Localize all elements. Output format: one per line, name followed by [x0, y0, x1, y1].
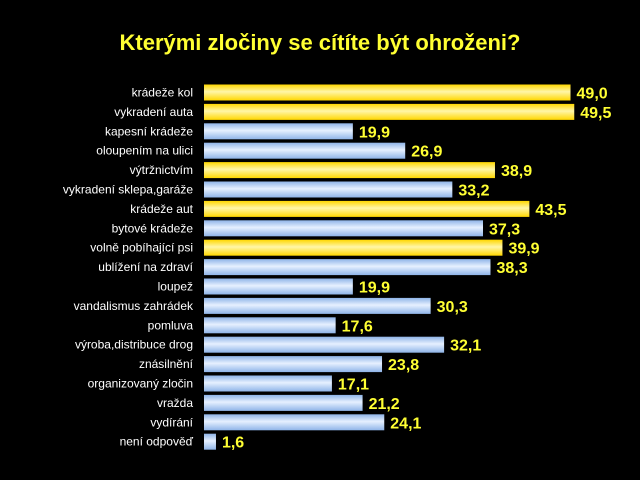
bars — [204, 84, 575, 450]
bar — [204, 414, 385, 431]
category-label: krádeže aut — [130, 202, 193, 216]
value-label: 33,2 — [458, 183, 489, 200]
bar-highlighted — [204, 103, 575, 120]
bar-highlighted — [204, 239, 503, 256]
bar — [204, 259, 491, 276]
category-label: oloupením na ulici — [96, 144, 193, 158]
category-label: vražda — [157, 396, 193, 410]
value-label: 26,9 — [411, 144, 442, 161]
category-label: vykradení sklepa,garáže — [63, 183, 193, 197]
value-label: 38,9 — [501, 163, 532, 180]
bar — [204, 278, 353, 295]
value-label: 23,8 — [388, 357, 419, 374]
bar — [204, 433, 216, 450]
category-label: krádeže kol — [132, 86, 193, 100]
chart-title: Kterými zločiny se cítíte být ohroženi? — [119, 30, 521, 55]
bar — [204, 356, 383, 373]
value-label: 32,1 — [450, 338, 481, 355]
value-label: 17,6 — [342, 318, 373, 335]
value-label: 38,3 — [496, 260, 527, 277]
bar — [204, 394, 363, 411]
value-label: 1,6 — [222, 435, 244, 452]
category-label: ublížení na zdraví — [98, 260, 193, 274]
category-label: vykradení auta — [114, 105, 193, 119]
bar — [204, 142, 406, 159]
bar — [204, 123, 353, 140]
bar — [204, 317, 336, 334]
category-label: vydírání — [150, 415, 193, 429]
value-label: 19,9 — [359, 124, 390, 141]
value-label: 19,9 — [359, 280, 390, 297]
category-label: organizovaný zločin — [88, 377, 193, 391]
bar-highlighted — [204, 200, 530, 217]
bar — [204, 336, 445, 353]
bar — [204, 297, 431, 314]
value-labels: 49,0 49,5 19,9 26,9 38,9 33,2 43,5 37,3 39,9 38,3… — [222, 86, 612, 452]
value-label: 49,0 — [577, 86, 608, 103]
category-labels: krádeže kol vykradení auta kapesní krádeže… — [63, 86, 194, 449]
category-label: vandalismus zahrádek — [74, 299, 194, 313]
value-label: 39,9 — [508, 241, 539, 258]
category-label: loupež — [158, 280, 193, 294]
bar — [204, 181, 453, 198]
bar-highlighted — [204, 84, 571, 101]
bar-highlighted — [204, 162, 495, 179]
category-label: výtržnictvím — [130, 163, 193, 177]
category-label: není odpověď — [120, 435, 194, 449]
value-label: 37,3 — [489, 221, 520, 238]
value-label: 17,1 — [338, 377, 369, 394]
value-label: 24,1 — [390, 415, 421, 432]
value-label: 30,3 — [437, 299, 468, 316]
category-label: pomluva — [148, 318, 194, 332]
category-label: znásilnění — [139, 357, 194, 371]
category-label: volně pobíhající psi — [90, 241, 193, 255]
value-label: 49,5 — [580, 105, 611, 122]
bar — [204, 375, 332, 392]
category-label: bytové krádeže — [112, 221, 194, 235]
value-label: 21,2 — [369, 396, 400, 413]
value-label: 43,5 — [535, 202, 566, 219]
bar — [204, 220, 484, 237]
category-label: výroba,distribuce drog — [75, 338, 193, 352]
category-label: kapesní krádeže — [105, 124, 193, 138]
